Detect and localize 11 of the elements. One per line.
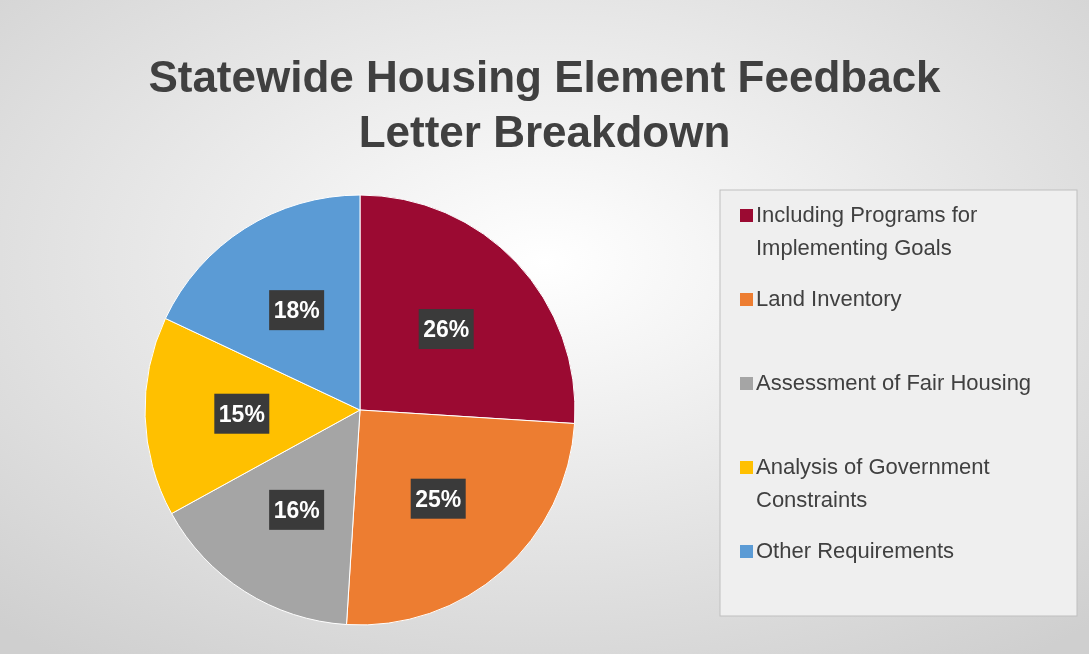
legend-label: Including Programs for Implementing Goals (756, 202, 978, 260)
data-label: 25% (415, 485, 462, 512)
legend-label: Analysis of Government Constraints (756, 454, 990, 512)
legend-label: Other Requirements (756, 538, 955, 563)
data-label: 26% (423, 316, 470, 343)
legend-label: Assessment of Fair Housing (756, 370, 1032, 395)
data-label: 18% (273, 297, 320, 324)
chart-title: Statewide Housing Element Feedback Letter Breakdown (148, 52, 942, 156)
legend-label: Land Inventory (756, 286, 902, 311)
data-label: 16% (273, 496, 320, 523)
data-label: 15% (218, 400, 265, 427)
